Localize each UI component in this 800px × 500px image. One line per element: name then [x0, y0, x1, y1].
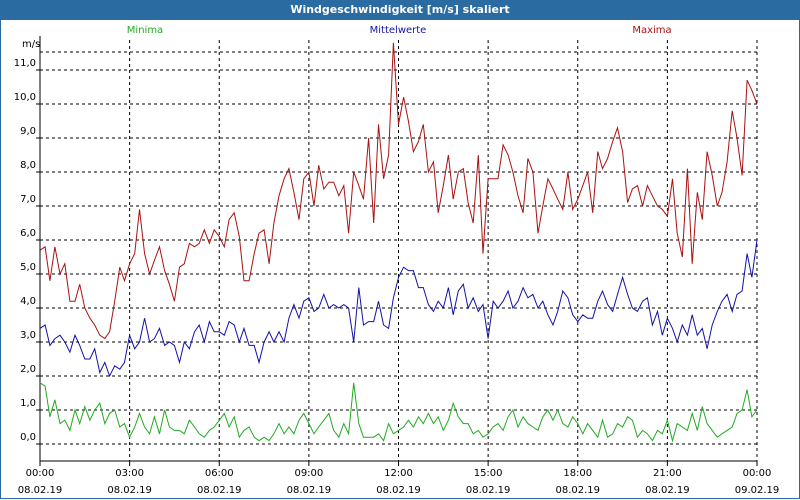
y-tick-label: 1,0 — [20, 398, 36, 409]
y-tick-label: 11,0 — [14, 58, 36, 69]
series-lines — [39, 42, 758, 443]
legend-maxima: Maxima — [632, 25, 671, 36]
x-tick-time-label: 00:00 — [743, 468, 772, 479]
y-tick-label: 6,0 — [20, 228, 36, 239]
series-line-mittelwerte — [39, 239, 758, 378]
x-tick-date-label: 08.02.19 — [287, 485, 332, 496]
y-tick-label: 0,0 — [20, 432, 36, 443]
y-tick-label: 4,0 — [20, 296, 36, 307]
x-tick-date-label: 08.02.19 — [197, 485, 242, 496]
x-tick-time-label: 00:00 — [26, 468, 55, 479]
axes — [36, 36, 758, 466]
x-tick-date-label: 08.02.19 — [107, 485, 152, 496]
y-axis-unit-label: m/s — [22, 39, 40, 50]
series-line-maxima — [39, 42, 758, 340]
legend-mittelwerte: Mittelwerte — [370, 25, 427, 36]
grid-lines — [40, 40, 758, 461]
x-tick-date-label: 08.02.19 — [18, 485, 63, 496]
x-tick-time-label: 18:00 — [563, 468, 592, 479]
x-tick-time-label: 03:00 — [115, 468, 144, 479]
x-tick-time-label: 15:00 — [474, 468, 503, 479]
x-tick-date-label: 08.02.19 — [376, 485, 421, 496]
y-tick-label: 9,0 — [20, 126, 36, 137]
x-tick-time-label: 09:00 — [294, 468, 323, 479]
x-tick-date-label: 08.02.19 — [466, 485, 511, 496]
x-tick-time-label: 21:00 — [653, 468, 682, 479]
legend-minima: Minima — [127, 25, 163, 36]
x-tick-time-label: 12:00 — [384, 468, 413, 479]
y-tick-label: 8,0 — [20, 160, 36, 171]
y-tick-label: 7,0 — [20, 194, 36, 205]
x-tick-date-label: 09.02.19 — [735, 485, 780, 496]
y-tick-label: 2,0 — [20, 364, 36, 375]
window-title: Windgeschwindigkeit [m/s] skaliert — [0, 0, 800, 20]
series-line-minima — [39, 382, 758, 443]
y-tick-label: 10,0 — [14, 92, 36, 103]
x-tick-time-label: 06:00 — [205, 468, 234, 479]
y-tick-label: 3,0 — [20, 330, 36, 341]
labels: 0,0 1,0 2,0 3,0 4,0 5,0 6,0 7,0 8,0 9,0 10,0 11,0 00… — [14, 25, 780, 496]
x-tick-date-label: 08.02.19 — [645, 485, 690, 496]
y-tick-label: 5,0 — [20, 262, 36, 273]
x-tick-date-label: 08.02.19 — [555, 485, 600, 496]
